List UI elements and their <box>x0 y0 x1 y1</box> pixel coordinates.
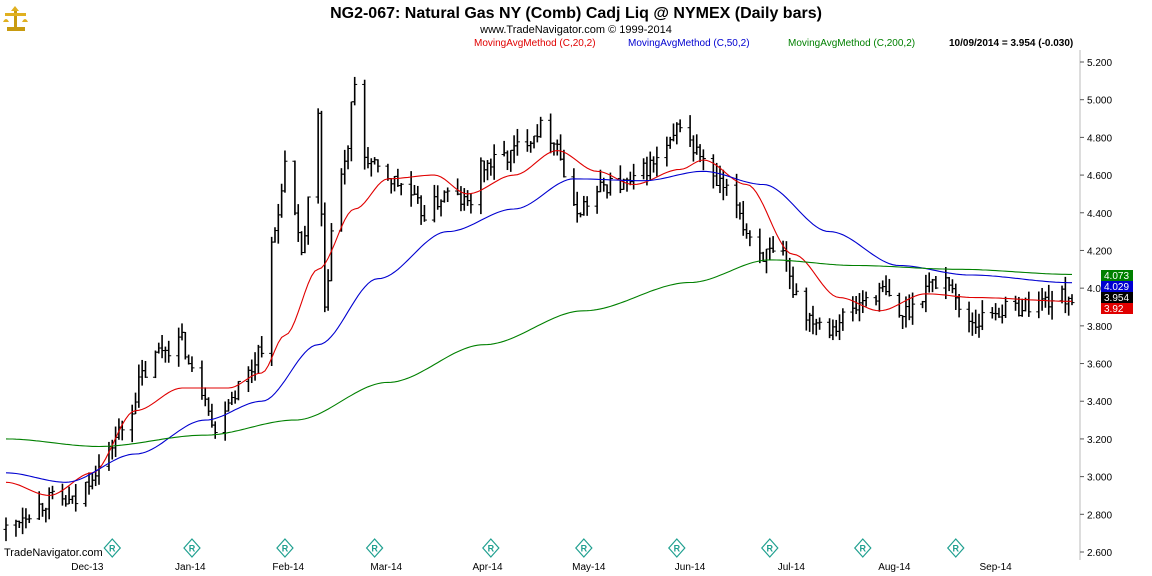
last-quote: 10/09/2014 = 3.954 (-0.030) <box>949 38 1073 49</box>
x-tick-label: Mar-14 <box>370 562 402 573</box>
legend-ma200: MovingAvgMethod (C,200,2) <box>788 38 915 49</box>
roll-marker-icon[interactable]: R <box>760 538 779 558</box>
svg-text:4.073: 4.073 <box>1104 271 1129 282</box>
ma200-line <box>5 259 1072 448</box>
moving-average-lines <box>5 150 1072 497</box>
x-tick-label: Jun-14 <box>675 562 706 573</box>
x-tick-label: Dec-13 <box>71 562 104 573</box>
y-tick-label: 5.200 <box>1087 58 1112 69</box>
legend-ma20: MovingAvgMethod (C,20,2) <box>474 38 596 49</box>
last-value-tag: 4.029 <box>1101 281 1133 293</box>
svg-text:R: R <box>371 544 378 554</box>
last-value-tag: 3.954 <box>1101 292 1133 304</box>
chart-subtitle: www.TradeNavigator.com © 1999-2014 <box>479 24 672 36</box>
trade-navigator-logo-icon[interactable] <box>3 6 28 31</box>
chart-title: NG2-067: Natural Gas NY (Comb) Cadj Liq … <box>330 5 822 22</box>
y-tick-label: 3.800 <box>1087 322 1112 333</box>
y-tick-label: 2.800 <box>1087 510 1112 521</box>
roll-marker-icon[interactable]: R <box>103 538 122 558</box>
ma20-line <box>5 150 1072 497</box>
x-tick-label: Feb-14 <box>272 562 304 573</box>
roll-marker-icon[interactable]: R <box>276 538 294 558</box>
svg-text:R: R <box>282 544 289 554</box>
y-tick-label: 3.400 <box>1087 397 1112 408</box>
x-tick-label: Apr-14 <box>473 562 503 573</box>
svg-text:R: R <box>767 544 774 554</box>
y-tick-label: 4.400 <box>1087 209 1112 220</box>
roll-marker-icon[interactable]: R <box>575 538 593 558</box>
svg-text:3.92: 3.92 <box>1104 304 1124 315</box>
svg-text:R: R <box>860 544 867 554</box>
svg-text:3.954: 3.954 <box>1104 293 1129 304</box>
roll-marker-icon[interactable]: R <box>482 538 500 558</box>
roll-marker-icon[interactable]: R <box>853 538 872 558</box>
last-value-tag: 3.92 <box>1101 303 1133 315</box>
svg-text:R: R <box>581 544 588 554</box>
x-tick-label: Sep-14 <box>979 562 1012 573</box>
x-axis: Dec-13 Jan-14 Feb-14 Mar-14 Apr-14 May-14 Jun-… <box>71 562 1012 573</box>
svg-text:R: R <box>953 544 960 554</box>
y-tick-label: 4.800 <box>1087 133 1112 144</box>
svg-text:R: R <box>109 544 116 554</box>
x-tick-label: May-14 <box>572 562 606 573</box>
svg-text:4.029: 4.029 <box>1104 282 1129 293</box>
svg-text:R: R <box>488 544 495 554</box>
y-tick-label: 4.000 <box>1087 284 1112 295</box>
x-tick-label: Jan-14 <box>175 562 206 573</box>
roll-marker-icon[interactable]: R <box>183 538 201 558</box>
svg-text:R: R <box>189 544 196 554</box>
x-tick-label: Jul-14 <box>778 562 806 573</box>
ma50-line <box>5 170 1072 483</box>
y-tick-label: 3.000 <box>1087 473 1112 484</box>
roll-marker-icon[interactable]: R <box>946 538 965 558</box>
roll-marker-icon[interactable]: R <box>365 538 384 558</box>
y-tick-label: 3.200 <box>1087 435 1112 446</box>
y-tick-label: 5.000 <box>1087 96 1112 107</box>
x-tick-label: Aug-14 <box>878 562 911 573</box>
roll-marker-icon[interactable]: R <box>668 538 686 558</box>
y-axis: 5.200 5.000 4.800 4.600 4.400 4.200 4.000 3.800… <box>1079 50 1112 560</box>
y-tick-label: 2.600 <box>1087 548 1112 559</box>
y-tick-label: 4.200 <box>1087 246 1112 257</box>
y-tick-label: 4.600 <box>1087 171 1112 182</box>
price-bars <box>3 76 1075 542</box>
legend-ma50: MovingAvgMethod (C,50,2) <box>628 38 750 49</box>
y-tick-label: 3.600 <box>1087 360 1112 371</box>
svg-text:R: R <box>674 544 681 554</box>
last-value-tag: 4.073 <box>1101 270 1133 282</box>
watermark: TradeNavigator.com <box>4 547 103 559</box>
